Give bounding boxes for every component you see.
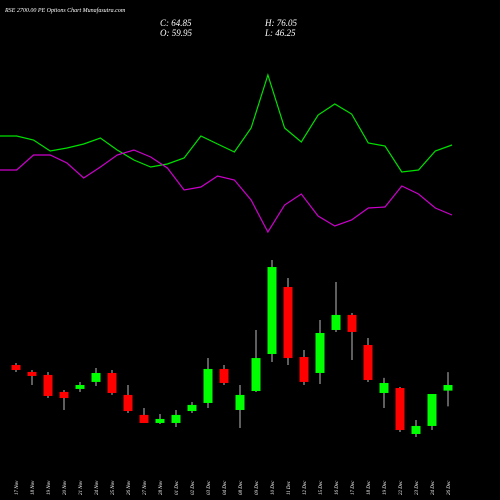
chart-title: RSE 2700.00 PE Options Chart Munafasutra… bbox=[4, 7, 126, 14]
x-tick-label: 10 Dec bbox=[271, 480, 276, 495]
candle-body bbox=[203, 368, 213, 403]
x-tick-label: 19 Dec bbox=[383, 480, 388, 495]
x-tick-label: 03 Dec bbox=[207, 480, 212, 495]
candle-body bbox=[155, 418, 165, 423]
open-label: O: 59.95 bbox=[160, 28, 192, 38]
x-tick-label: 26 Dec bbox=[447, 480, 452, 495]
candle-body bbox=[411, 425, 421, 435]
candle-body bbox=[251, 358, 261, 392]
candle-body bbox=[219, 368, 229, 383]
candle-body bbox=[283, 287, 293, 359]
close-label: C: 64.85 bbox=[160, 18, 192, 28]
candle-body bbox=[315, 332, 325, 373]
x-tick-label: 02 Dec bbox=[191, 480, 196, 495]
candle-body bbox=[395, 388, 405, 430]
x-tick-label: 25 Nov bbox=[111, 480, 116, 495]
candle-body bbox=[235, 394, 245, 410]
candle-body bbox=[187, 404, 197, 412]
x-tick-label: 01 Dec bbox=[175, 480, 180, 495]
x-tick-label: 21 Nov bbox=[79, 480, 84, 495]
candle-body bbox=[27, 371, 37, 376]
x-tick-label: 20 Nov bbox=[63, 480, 68, 495]
low-label: L: 46.25 bbox=[264, 28, 296, 38]
x-tick-label: 17 Dec bbox=[351, 480, 356, 495]
indicator-line bbox=[0, 149, 453, 234]
x-tick-label: 24 Nov bbox=[95, 480, 100, 495]
candle-body bbox=[363, 344, 373, 380]
candle-body bbox=[139, 414, 149, 423]
candle-body bbox=[331, 314, 341, 330]
x-tick-label: 09 Dec bbox=[255, 480, 260, 495]
x-tick-label: 16 Dec bbox=[335, 480, 340, 495]
candle-body bbox=[107, 372, 117, 393]
candle-body bbox=[43, 374, 53, 396]
candle-body bbox=[11, 364, 21, 370]
candle-body bbox=[91, 372, 101, 382]
high-label: H: 76.05 bbox=[264, 18, 297, 28]
candle-body bbox=[427, 394, 437, 426]
candle-body bbox=[379, 382, 389, 393]
x-tick-label: 26 Nov bbox=[127, 480, 132, 495]
x-tick-label: 17 Nov bbox=[15, 480, 20, 495]
x-tick-label: 12 Dec bbox=[303, 480, 308, 495]
x-tick-label: 04 Dec bbox=[223, 480, 228, 495]
candle-body bbox=[75, 384, 85, 389]
indicator-line bbox=[0, 73, 453, 173]
x-tick-label: 08 Dec bbox=[239, 480, 244, 495]
x-tick-label: 11 Dec bbox=[287, 480, 292, 495]
x-tick-label: 24 Dec bbox=[431, 480, 436, 495]
x-tick-label: 19 Nov bbox=[47, 480, 52, 495]
candle-body bbox=[59, 391, 69, 399]
candle-body bbox=[299, 357, 309, 382]
x-tick-label: 22 Dec bbox=[399, 480, 404, 495]
candle-body bbox=[171, 414, 181, 423]
x-tick-label: 27 Nov bbox=[143, 480, 148, 495]
candle-body bbox=[347, 314, 357, 332]
x-tick-label: 23 Dec bbox=[415, 480, 420, 495]
x-tick-label: 18 Dec bbox=[367, 480, 372, 495]
candle-body bbox=[123, 394, 133, 412]
candle-body bbox=[443, 384, 453, 391]
x-tick-label: 18 Nov bbox=[31, 480, 36, 495]
x-tick-label: 15 Dec bbox=[319, 480, 324, 495]
candle-body bbox=[267, 267, 277, 355]
x-tick-label: 28 Nov bbox=[159, 480, 164, 495]
